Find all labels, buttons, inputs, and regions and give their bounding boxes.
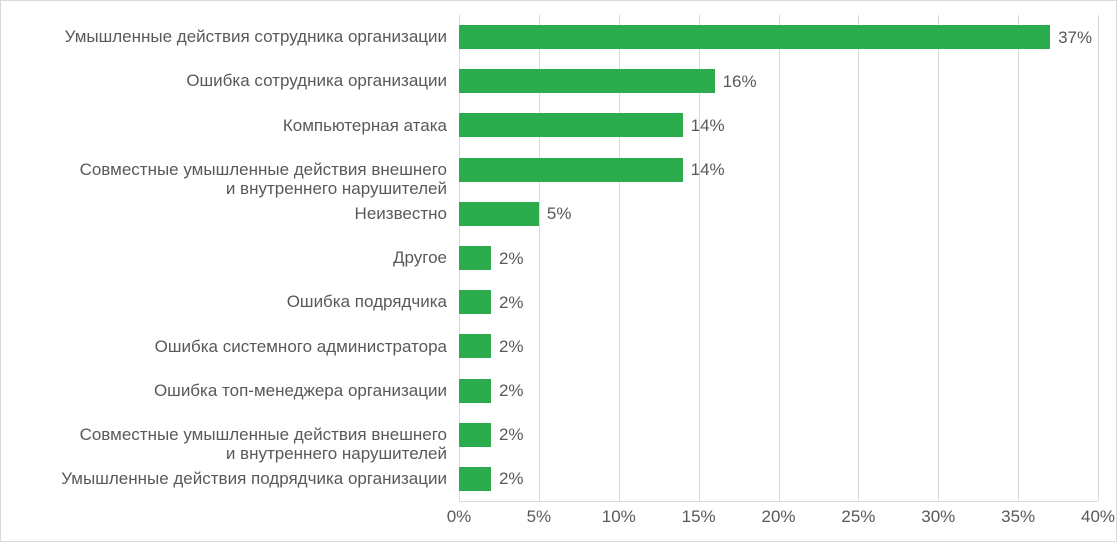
bar	[459, 69, 715, 93]
bar	[459, 113, 683, 137]
bar	[459, 25, 1050, 49]
value-label: 2%	[499, 293, 524, 313]
category-label: Умышленные действия сотрудника организац…	[1, 15, 447, 59]
value-label: 5%	[547, 204, 572, 224]
x-tick-label: 25%	[841, 507, 875, 527]
category-label: Умышленные действия подрядчика организац…	[1, 457, 447, 501]
value-label: 37%	[1058, 28, 1092, 48]
x-tick-label: 0%	[447, 507, 472, 527]
gridline	[1098, 15, 1099, 501]
x-tick-label: 15%	[682, 507, 716, 527]
value-label: 14%	[691, 160, 725, 180]
gridline	[858, 15, 859, 501]
value-label: 2%	[499, 381, 524, 401]
x-tick-label: 30%	[921, 507, 955, 527]
category-label: Ошибка топ-менеджера организации	[1, 368, 447, 412]
bar	[459, 246, 491, 270]
category-label: Неизвестно	[1, 192, 447, 236]
category-label: Ошибка сотрудника организации	[1, 59, 447, 103]
bar	[459, 290, 491, 314]
value-label: 2%	[499, 337, 524, 357]
bar	[459, 467, 491, 491]
value-label: 2%	[499, 469, 524, 489]
value-label: 2%	[499, 425, 524, 445]
gridline	[938, 15, 939, 501]
value-label: 2%	[499, 249, 524, 269]
gridline	[1018, 15, 1019, 501]
x-tick-label: 20%	[761, 507, 795, 527]
x-tick-label: 35%	[1001, 507, 1035, 527]
x-tick-label: 10%	[602, 507, 636, 527]
category-label: Другое	[1, 236, 447, 280]
x-axis-line	[459, 501, 1098, 502]
category-label: Компьютерная атака	[1, 103, 447, 147]
bar	[459, 379, 491, 403]
category-label: Совместные умышленные действия внешнего …	[1, 148, 447, 192]
x-tick-label: 40%	[1081, 507, 1115, 527]
category-label: Совместные умышленные действия внешнего …	[1, 413, 447, 457]
value-label: 14%	[691, 116, 725, 136]
gridline	[779, 15, 780, 501]
category-label: Ошибка подрядчика	[1, 280, 447, 324]
bar	[459, 158, 683, 182]
chart-frame: 0% 5% 10% 15% 20% 25% 30% 35% 40% Умышленные дейс…	[0, 0, 1117, 542]
value-label: 16%	[723, 72, 757, 92]
bar	[459, 202, 539, 226]
bar	[459, 334, 491, 358]
bar	[459, 423, 491, 447]
x-tick-label: 5%	[527, 507, 552, 527]
category-label: Ошибка системного администратора	[1, 324, 447, 368]
